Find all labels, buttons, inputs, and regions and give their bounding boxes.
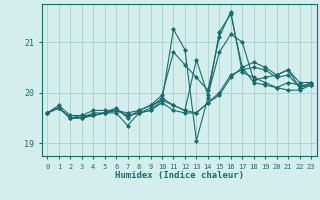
X-axis label: Humidex (Indice chaleur): Humidex (Indice chaleur) [115,171,244,180]
